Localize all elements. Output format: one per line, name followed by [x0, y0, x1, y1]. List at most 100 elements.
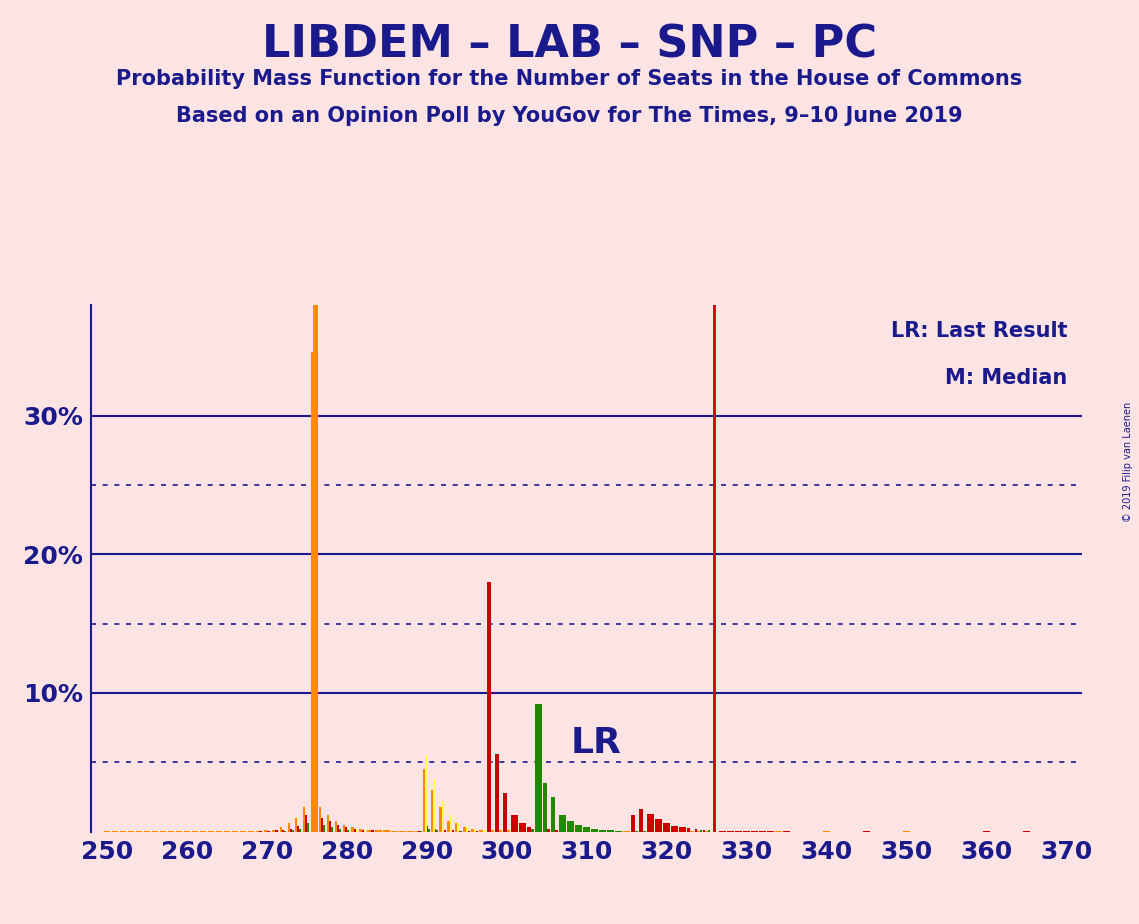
Bar: [679, 828, 686, 832]
Bar: [547, 829, 550, 832]
Bar: [432, 790, 433, 832]
Bar: [341, 826, 342, 832]
Bar: [507, 830, 510, 832]
Bar: [311, 352, 318, 832]
Bar: [444, 830, 446, 832]
Bar: [354, 829, 357, 832]
Bar: [699, 830, 702, 832]
Bar: [301, 830, 302, 832]
Bar: [655, 819, 662, 832]
Bar: [289, 829, 292, 832]
Bar: [687, 828, 690, 832]
Bar: [297, 826, 298, 832]
Bar: [457, 823, 459, 832]
Bar: [329, 821, 330, 832]
Bar: [535, 704, 542, 832]
Bar: [567, 821, 574, 832]
Bar: [543, 783, 547, 832]
Bar: [292, 830, 294, 832]
Text: Probability Mass Function for the Number of Seats in the House of Commons: Probability Mass Function for the Number…: [116, 69, 1023, 90]
Bar: [551, 796, 555, 832]
Bar: [435, 829, 436, 832]
Text: LR: LR: [571, 725, 622, 760]
Bar: [519, 823, 526, 832]
Bar: [671, 826, 678, 832]
Bar: [663, 823, 670, 832]
Bar: [376, 830, 383, 832]
Bar: [274, 831, 278, 832]
Bar: [483, 830, 486, 832]
Bar: [263, 830, 267, 832]
Bar: [452, 831, 454, 832]
Bar: [474, 829, 476, 832]
Bar: [695, 829, 697, 832]
Bar: [499, 830, 502, 832]
Bar: [298, 829, 301, 832]
Bar: [491, 830, 494, 832]
Bar: [591, 829, 598, 832]
Bar: [295, 818, 297, 832]
Bar: [464, 828, 466, 832]
Bar: [271, 830, 274, 832]
Bar: [639, 809, 642, 832]
Bar: [322, 824, 325, 832]
Bar: [339, 829, 341, 832]
Bar: [555, 830, 558, 832]
Bar: [424, 769, 425, 832]
Bar: [336, 821, 337, 832]
Bar: [466, 826, 468, 832]
Bar: [487, 582, 491, 832]
Bar: [559, 815, 566, 832]
Bar: [428, 829, 431, 832]
Bar: [442, 801, 444, 832]
Text: © 2019 Filip van Laenen: © 2019 Filip van Laenen: [1123, 402, 1133, 522]
Bar: [647, 813, 654, 832]
Bar: [703, 830, 705, 832]
Bar: [531, 829, 534, 832]
Bar: [480, 830, 483, 832]
Bar: [436, 830, 439, 832]
Bar: [349, 828, 350, 832]
Bar: [352, 828, 354, 832]
Bar: [360, 829, 362, 832]
Bar: [425, 756, 427, 832]
Bar: [527, 828, 531, 832]
Bar: [287, 823, 289, 832]
Bar: [309, 818, 310, 832]
Bar: [281, 830, 284, 832]
Bar: [306, 823, 309, 832]
Bar: [337, 824, 338, 832]
Bar: [427, 826, 428, 832]
Bar: [607, 831, 614, 832]
Bar: [345, 828, 347, 832]
Bar: [440, 807, 442, 832]
Bar: [583, 828, 590, 832]
Bar: [347, 830, 349, 832]
Bar: [503, 793, 507, 832]
Bar: [328, 815, 329, 832]
Bar: [368, 830, 371, 832]
Bar: [495, 754, 499, 832]
Bar: [511, 815, 518, 832]
Bar: [472, 829, 474, 832]
Bar: [599, 830, 606, 832]
Bar: [305, 815, 306, 832]
Bar: [707, 831, 710, 832]
Bar: [631, 815, 634, 832]
Bar: [344, 824, 345, 832]
Bar: [450, 815, 452, 832]
Bar: [575, 824, 582, 832]
Bar: [362, 830, 364, 832]
Bar: [448, 821, 450, 832]
Text: LR: Last Result: LR: Last Result: [891, 321, 1067, 341]
Bar: [364, 830, 367, 832]
Bar: [433, 779, 435, 832]
Text: M: Median: M: Median: [945, 368, 1067, 388]
Bar: [279, 828, 281, 832]
Bar: [303, 807, 305, 832]
Bar: [456, 823, 457, 832]
Bar: [333, 823, 334, 832]
Bar: [357, 829, 359, 832]
Bar: [384, 830, 391, 832]
Text: LIBDEM – LAB – SNP – PC: LIBDEM – LAB – SNP – PC: [262, 23, 877, 67]
